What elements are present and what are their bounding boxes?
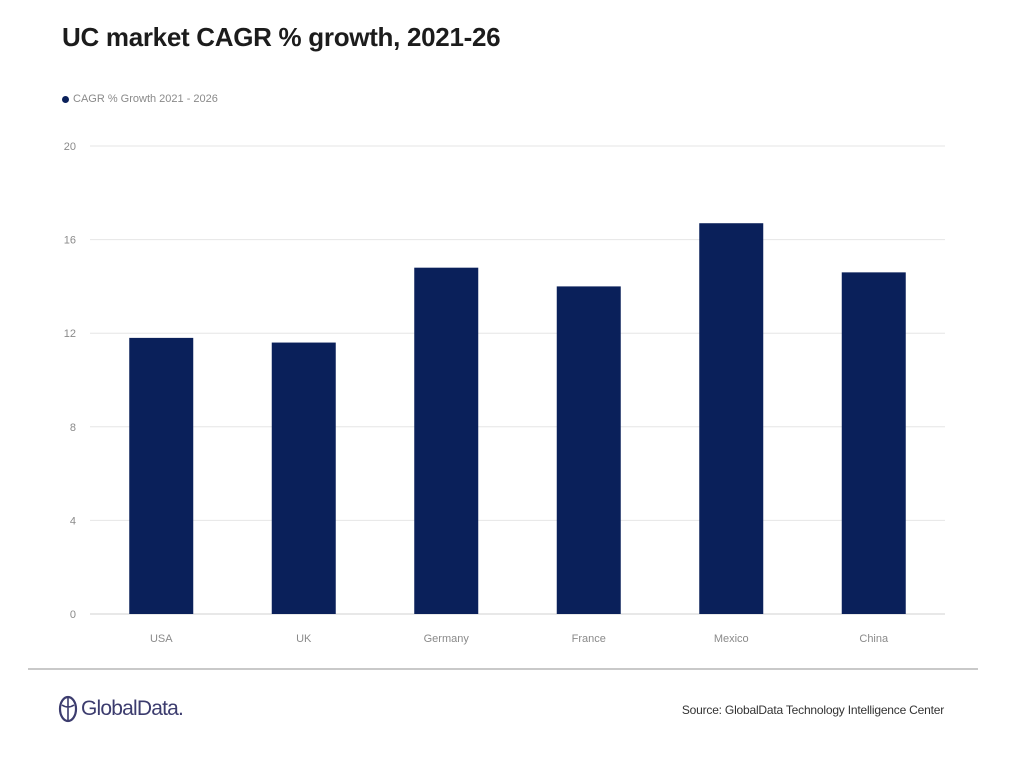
bar-china (841, 272, 906, 614)
x-tick-label: France (572, 633, 606, 645)
x-tick-label: USA (150, 633, 173, 645)
legend-swatch (62, 95, 69, 103)
x-tick-label: UK (296, 633, 312, 645)
x-tick-label: Mexico (714, 633, 749, 645)
logo-wordmark: GlobalData. (81, 697, 184, 720)
x-tick-label: Germany (424, 633, 470, 645)
bar-germany (414, 267, 479, 614)
y-tick-label: 4 (70, 515, 76, 527)
bar-france (556, 286, 621, 614)
bar-mexico (699, 223, 764, 614)
x-tick-label: China (859, 633, 889, 645)
bar-uk (271, 342, 336, 614)
y-tick-label: 20 (64, 141, 76, 153)
bar-chart: 0 4 8 12 16 20 USA UK Germany France Mexico China (64, 141, 945, 645)
source-note: Source: GlobalData Technology Intelligen… (681, 703, 944, 717)
y-tick-label: 12 (64, 328, 76, 340)
footer-divider (28, 668, 978, 670)
y-tick-label: 8 (70, 422, 76, 434)
chart-legend: CAGR % Growth 2021 - 2026 (62, 93, 218, 105)
y-tick-label: 0 (70, 609, 76, 621)
globaldata-logo-icon (58, 695, 78, 723)
chart-title: UC market CAGR % growth, 2021-26 (62, 22, 501, 52)
legend-label: CAGR % Growth 2021 - 2026 (73, 93, 218, 105)
bar-usa (129, 337, 194, 614)
y-tick-label: 16 (64, 235, 76, 247)
globaldata-logo: GlobalData. (58, 694, 184, 724)
